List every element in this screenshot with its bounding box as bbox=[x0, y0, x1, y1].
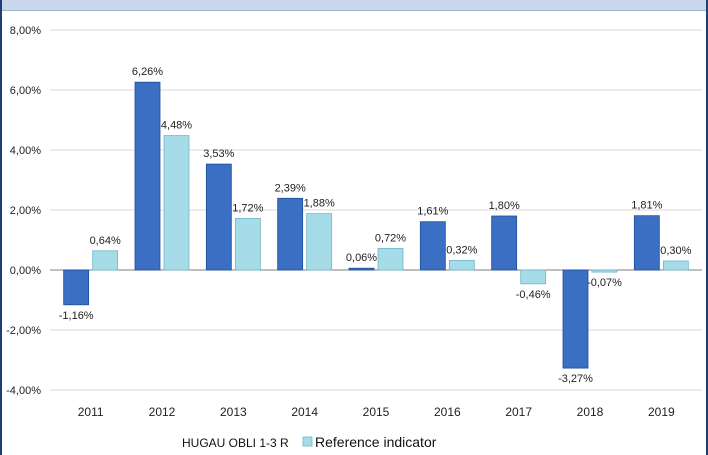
bar-series-2-2016 bbox=[448, 259, 475, 271]
data-label-series-2-2015: 0,72% bbox=[375, 232, 406, 244]
y-tick-label-4: 4,00% bbox=[10, 145, 41, 157]
x-category-2015: 2015 bbox=[363, 405, 390, 419]
x-category-2019: 2019 bbox=[648, 405, 675, 419]
bar-series-2-2012 bbox=[163, 135, 190, 271]
y-tick-label-6: 8,00% bbox=[10, 25, 41, 37]
data-label-series-2-2019: 0,30% bbox=[660, 245, 691, 257]
data-label-series-2-2016: 0,32% bbox=[446, 244, 477, 256]
bar-series-1-2019 bbox=[633, 215, 660, 271]
x-category-2014: 2014 bbox=[291, 405, 318, 419]
bar-series-1-2017 bbox=[491, 215, 518, 271]
bar-series-1-2016 bbox=[419, 221, 446, 271]
y-axis-ticks: -4,00% -2,00% 0,00% 2,00% 4,00% 6,00% 8,00% bbox=[6, 25, 41, 397]
x-category-2013: 2013 bbox=[220, 405, 247, 419]
bar-series-2-2017 bbox=[520, 269, 547, 285]
data-label-series-2-2011: 0,64% bbox=[90, 235, 121, 247]
bar-series-2-2015 bbox=[377, 247, 404, 271]
data-label-series-1-2017: 1,80% bbox=[489, 200, 520, 212]
data-label-series-1-2013: 3,53% bbox=[203, 148, 234, 160]
bar-series-2-2018 bbox=[591, 269, 618, 273]
data-label-series-1-2012: 6,26% bbox=[132, 66, 163, 78]
legend-entry-series-1: HUGAU OBLI 1-3 R bbox=[182, 436, 289, 450]
data-label-series-2-2017: -0,46% bbox=[516, 289, 551, 301]
y-tick-label-3: 2,00% bbox=[10, 205, 41, 217]
data-label-series-2-2018: -0,07% bbox=[587, 277, 622, 289]
data-label-series-1-2019: 1,81% bbox=[631, 200, 662, 212]
x-category-2011: 2011 bbox=[78, 405, 104, 419]
bar-series-2-2011 bbox=[92, 250, 119, 271]
bar-series-1-2018 bbox=[562, 269, 589, 369]
legend-swatch-series-2 bbox=[302, 436, 313, 447]
bar-series-1-2013 bbox=[205, 163, 232, 271]
data-label-series-1-2011: -1,16% bbox=[59, 310, 94, 322]
data-label-series-1-2016: 1,61% bbox=[417, 206, 448, 218]
bar-series-1-2015 bbox=[348, 267, 375, 271]
x-category-2016: 2016 bbox=[434, 405, 461, 419]
bar-series-1-2012 bbox=[134, 81, 161, 271]
data-label-series-2-2012: 4,48% bbox=[161, 120, 192, 132]
x-axis-categories: 2011 2012 2013 2014 2015 2016 2017 2018 2019 bbox=[78, 405, 675, 419]
legend-entry-series-2: Reference indicator bbox=[315, 434, 437, 450]
y-tick-label-2: 0,00% bbox=[10, 265, 41, 277]
bar-series-2-2014 bbox=[306, 213, 333, 271]
data-label-series-2-2014: 1,88% bbox=[304, 198, 335, 210]
y-tick-label-0: -4,00% bbox=[6, 385, 41, 397]
data-label-series-1-2018: -3,27% bbox=[558, 373, 593, 385]
y-tick-label-5: 6,00% bbox=[10, 85, 41, 97]
bar-series-1-2014 bbox=[277, 197, 304, 271]
bar-series-1-2011 bbox=[63, 269, 90, 306]
data-label-series-2-2013: 1,72% bbox=[232, 202, 263, 214]
y-tick-label-1: -2,00% bbox=[6, 325, 41, 337]
x-category-2018: 2018 bbox=[577, 405, 604, 419]
legend: HUGAU OBLI 1-3 R Reference indicator bbox=[182, 434, 437, 450]
top-bar bbox=[2, 0, 706, 11]
bar-series-2-2013 bbox=[234, 217, 261, 271]
data-label-series-1-2014: 2,39% bbox=[275, 182, 306, 194]
x-category-2012: 2012 bbox=[149, 405, 176, 419]
x-category-2017: 2017 bbox=[505, 405, 532, 419]
bar-series-2-2019 bbox=[662, 260, 689, 271]
bars bbox=[63, 81, 689, 369]
data-label-series-1-2015: 0,06% bbox=[346, 252, 377, 264]
data-labels: -1,16% 0,64% 6,26% 4,48% 3,53% 1,72% 2,39% 1,88… bbox=[59, 66, 692, 385]
